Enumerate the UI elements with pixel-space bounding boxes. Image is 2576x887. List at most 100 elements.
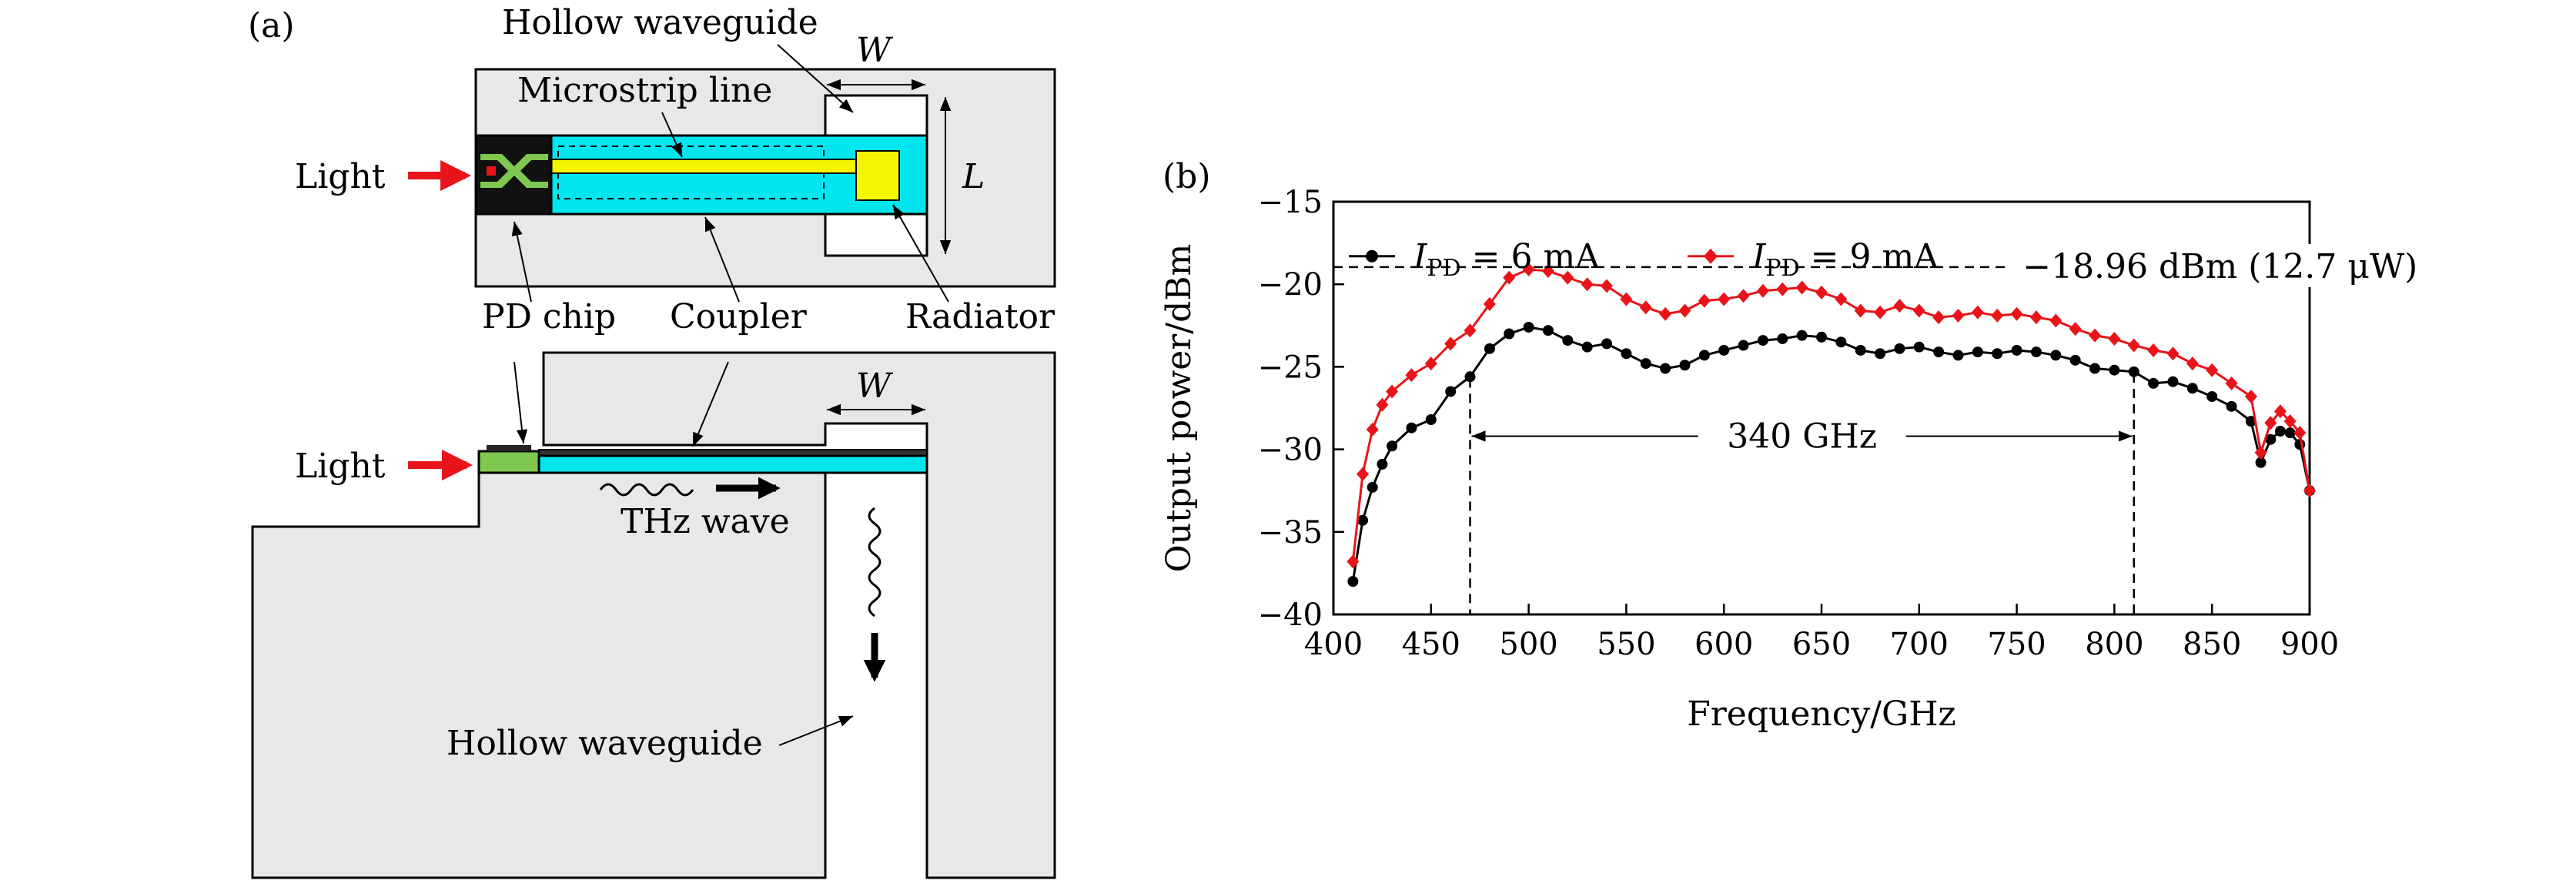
data-point-6ma — [2148, 377, 2159, 389]
data-point-9ma — [2273, 404, 2287, 419]
x-tick-label: 500 — [1499, 627, 1557, 662]
legend-label-9ma: IPD = 9 mA — [1751, 237, 1939, 282]
data-point-6ma — [1601, 338, 1613, 350]
data-point-6ma — [1933, 346, 1945, 358]
light-label-top: Light — [295, 157, 386, 196]
thz-wave-label: THz wave — [621, 502, 790, 541]
x-tick-label: 650 — [1792, 627, 1851, 662]
data-point-9ma — [1522, 262, 1535, 276]
x-axis-label: Frequency/GHz — [1687, 695, 1956, 734]
data-point-6ma — [1484, 343, 1495, 354]
data-point-6ma — [1425, 414, 1437, 426]
pd-chip-label: PD chip — [482, 297, 616, 336]
data-point-6ma — [2274, 426, 2286, 437]
x-tick-label: 850 — [2183, 627, 2241, 662]
data-point-6ma — [1621, 348, 1632, 360]
legend-marker-6ma — [1366, 249, 1378, 263]
legend-marker-9ma — [1704, 248, 1718, 264]
coupler-pointer-top — [704, 216, 740, 303]
data-point-9ma — [2293, 426, 2307, 440]
data-point-6ma — [2255, 457, 2267, 468]
data-point-9ma — [1424, 356, 1437, 371]
data-point-9ma — [2147, 343, 2160, 357]
coupler-pointer-side — [692, 361, 729, 447]
data-point-9ma — [2264, 416, 2277, 430]
data-point-6ma — [2265, 433, 2277, 445]
data-point-9ma — [1386, 384, 1399, 399]
legend-6ma-subscript: PD — [1427, 255, 1460, 282]
y-tick-label: −30 — [1258, 433, 1323, 468]
data-point-9ma — [1932, 310, 1945, 325]
data-point-6ma — [2284, 427, 2296, 439]
data-point-6ma — [2206, 390, 2218, 402]
l-label: L — [962, 157, 985, 196]
pd-chip-side — [477, 450, 540, 474]
coupler-side — [537, 454, 928, 474]
data-point-9ma — [1581, 277, 1594, 292]
data-point-9ma — [1561, 270, 1574, 285]
data-point-9ma — [1854, 303, 1867, 318]
data-point-6ma — [1952, 350, 1964, 361]
radiator-label: Radiator — [905, 297, 1055, 336]
y-tick-label: −15 — [1258, 185, 1323, 220]
legend-9ma-symbol: I — [1751, 237, 1767, 276]
data-point-9ma — [2283, 414, 2297, 429]
radiator-pointer — [892, 204, 949, 303]
data-point-6ma — [2128, 366, 2139, 377]
y-tick-label: −25 — [1258, 350, 1323, 385]
x-tick-label: 550 — [1597, 627, 1655, 662]
microstrip-pointer — [661, 112, 683, 158]
hollow-waveguide-label-top: Hollow waveguide — [502, 3, 818, 42]
panel-a-label: (a) — [248, 6, 295, 45]
data-point-9ma — [2166, 346, 2180, 361]
x-tick-label: 600 — [1694, 627, 1753, 662]
data-point-6ma — [1406, 422, 1417, 433]
w-label-top: W — [856, 31, 894, 70]
microstrip-label: Microstrip line — [517, 71, 772, 110]
data-point-9ma — [1464, 323, 1477, 338]
data-point-9ma — [1893, 299, 1906, 313]
side-view-diagram: Light W THz wave Hollow waveguide — [251, 351, 1056, 879]
peak-label: −18.96 dBm (12.7 μW) — [2022, 247, 2417, 286]
data-point-9ma — [2049, 313, 2062, 328]
x-axis-ticks: 400 450 500 550 600 650 700 750 800 850 900 — [1304, 604, 2339, 662]
data-point-9ma — [2254, 445, 2267, 460]
pd-active-spot — [487, 166, 496, 176]
data-point-9ma — [2206, 363, 2219, 377]
data-point-6ma — [1640, 358, 1651, 370]
data-point-6ma — [1660, 363, 1671, 374]
data-point-6ma — [2186, 383, 2198, 394]
data-point-9ma — [1874, 305, 1887, 320]
data-point-9ma — [1912, 303, 1925, 318]
data-point-9ma — [2186, 356, 2199, 371]
data-point-6ma — [2069, 354, 2081, 366]
data-point-6ma — [1562, 335, 1574, 346]
data-point-9ma — [1795, 280, 1808, 295]
data-point-6ma — [1972, 346, 1983, 358]
legend-6ma-symbol: I — [1413, 237, 1428, 276]
data-point-6ma — [1367, 481, 1378, 493]
microstrip-line — [550, 159, 857, 174]
x-tick-label: 400 — [1304, 627, 1363, 662]
data-point-6ma — [2167, 376, 2179, 387]
data-point-9ma — [1639, 300, 1652, 315]
pd-chip-pointer-top — [511, 221, 532, 303]
data-point-9ma — [2108, 331, 2121, 346]
x-tick-label: 450 — [1402, 627, 1460, 662]
data-point-9ma — [2244, 389, 2257, 403]
x-tick-label: 900 — [2280, 627, 2339, 662]
y-tick-label: −40 — [1258, 597, 1323, 633]
x-tick-label: 700 — [1890, 627, 1949, 662]
data-point-6ma — [1757, 335, 1768, 346]
data-point-6ma — [1523, 321, 1534, 333]
data-point-6ma — [1816, 331, 1827, 343]
y-tick-label: −35 — [1258, 515, 1323, 551]
peak-label-background — [2010, 243, 2473, 287]
data-point-9ma — [1991, 308, 2004, 323]
y-tick-label: −20 — [1258, 267, 1323, 303]
data-point-6ma — [1357, 514, 1369, 526]
data-point-9ma — [1678, 303, 1691, 318]
radiator-patch — [855, 150, 900, 201]
w-label-side: W — [856, 367, 894, 406]
data-point-6ma — [1464, 371, 1476, 383]
